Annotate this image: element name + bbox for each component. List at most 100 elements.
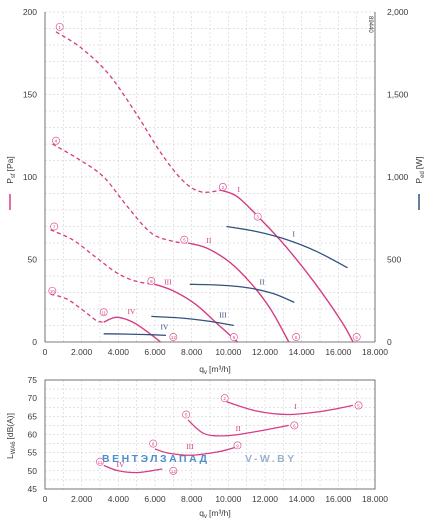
x-tick-label-bottom: 10.000 [215,494,241,504]
pressure-marker [50,222,59,231]
noise-marker-label: 12 [171,469,177,474]
pressure-marker [147,277,156,285]
noise-marker [169,466,178,475]
y-tick-label-right: 2,000 [387,7,409,17]
pressure-curve-II [187,242,290,343]
document-id: 89440 [367,16,373,33]
pressure-marker [99,308,108,317]
x-tick-label: 2.000 [71,347,93,357]
pressure-roman-label: I [238,185,241,194]
pressure-marker-label: 1 [58,25,61,30]
noise-roman-label: I [294,402,297,411]
x-tick-label: 16.000 [325,347,351,357]
y-tick-label-bottom: 75 [28,375,38,385]
pressure-marker-label: 9 [233,335,236,340]
noise-marker [233,441,242,450]
noise-curve-I [226,401,354,416]
pressure-marker [218,182,227,191]
pressure-roman-label: II [206,236,211,245]
pressure-marker-label: 11 [101,310,106,315]
pressure-marker [48,286,57,295]
pressure-marker [292,333,301,341]
pressure-curve-II-dashed [51,143,189,244]
x-tick-label: 6.000 [144,347,166,357]
noise-marker [182,410,191,419]
x-axis-label-bottom: qv [m³/h] [199,508,230,520]
pressure-roman-label: III [164,277,172,286]
x-tick-label-bottom: 2.000 [71,494,93,504]
noise-marker-label: 2 [223,396,226,401]
y-tick-label-right: 1,000 [387,172,409,182]
pressure-curve-I-dashed [55,31,222,193]
watermark-right: V-W.BY [245,453,297,465]
noise-marker-label: 6 [293,423,296,428]
pressure-marker-label: 4 [55,139,58,144]
y-tick-label-right: 1,500 [387,90,409,100]
noise-curve-IV [103,464,163,474]
noise-marker [96,457,104,466]
x-tick-label-bottom: 4.000 [108,494,130,504]
x-tick-label-bottom: 8.000 [181,494,203,504]
x-tick-label: 18.000 [362,347,388,357]
x-tick-label-bottom: 16.000 [325,494,351,504]
pressure-curve-III-dashed [50,229,156,286]
y-axis-label-bottom: LWA6[dB(A)] [5,413,17,459]
y-tick-label-bottom: 65 [28,411,38,421]
watermark-left: ВЕНТЭЛЗАПАД [102,453,210,465]
y-tick-label-right: 0 [387,337,392,347]
pressure-marker-label: 5 [355,335,358,340]
noise-marker [220,394,229,403]
y-tick-label-bottom: 70 [28,393,38,403]
y-tick-label-left: 100 [23,172,37,182]
power-roman-label: II [260,277,265,286]
pressure-marker-label: 6 [295,335,298,340]
noise-marker [149,439,158,448]
y-tick-label-left: 200 [23,7,37,17]
pressure-curve-IV-dashed [50,293,104,323]
noise-roman-label: II [236,424,241,433]
plot-frame-bottom [44,379,376,490]
power-roman-label: IV [161,323,169,332]
pressure-marker [52,136,60,145]
power-roman-label: I [293,229,296,238]
power-curve-IV [103,333,167,337]
x-axis-label-top: qv [m³/h] [199,364,230,376]
noise-curve-II [187,419,289,437]
y-tick-label-left: 150 [23,90,37,100]
power-roman-label: III [219,310,227,319]
y-tick-label-right: 500 [387,255,401,265]
pressure-marker [229,333,238,341]
noise-curve-III [154,446,236,456]
y-tick-label-bottom: 60 [28,430,38,440]
pressure-marker-label: 5 [183,238,186,243]
y-tick-label-bottom: 55 [28,448,38,458]
pressure-roman-label: IV [128,307,136,316]
pressure-marker-label: 3 [256,215,259,220]
pressure-marker [55,22,64,31]
y-tick-label-left: 50 [28,255,38,265]
x-tick-label-bottom: 6.000 [144,494,166,504]
x-tick-label: 10.000 [215,347,241,357]
pressure-marker-label: 2 [222,185,225,190]
y-tick-label-bottom: 50 [28,466,38,476]
x-tick-label: 4.000 [108,347,130,357]
x-tick-label: 0 [43,347,48,357]
noise-marker-label: 9 [236,443,239,448]
y-tick-label-left: 0 [32,337,37,347]
power-curve-II [189,283,295,303]
pressure-curve-I [220,189,354,343]
pressure-marker [169,333,178,341]
noise-roman-label: IV [117,460,125,469]
power-curve-I [226,225,348,269]
pressure-marker-label: 12 [171,335,177,340]
x-tick-label-bottom: 0 [43,494,48,504]
pressure-marker-label: 10 [50,289,56,294]
noise-marker [354,401,363,410]
x-tick-label: 8.000 [181,347,203,357]
pressure-marker [253,212,262,221]
pressure-curve-III [154,283,238,343]
y-axis-label-right: Ped[W] [414,156,426,183]
noise-roman-label: III [186,442,194,451]
x-tick-label-bottom: 18.000 [362,494,388,504]
